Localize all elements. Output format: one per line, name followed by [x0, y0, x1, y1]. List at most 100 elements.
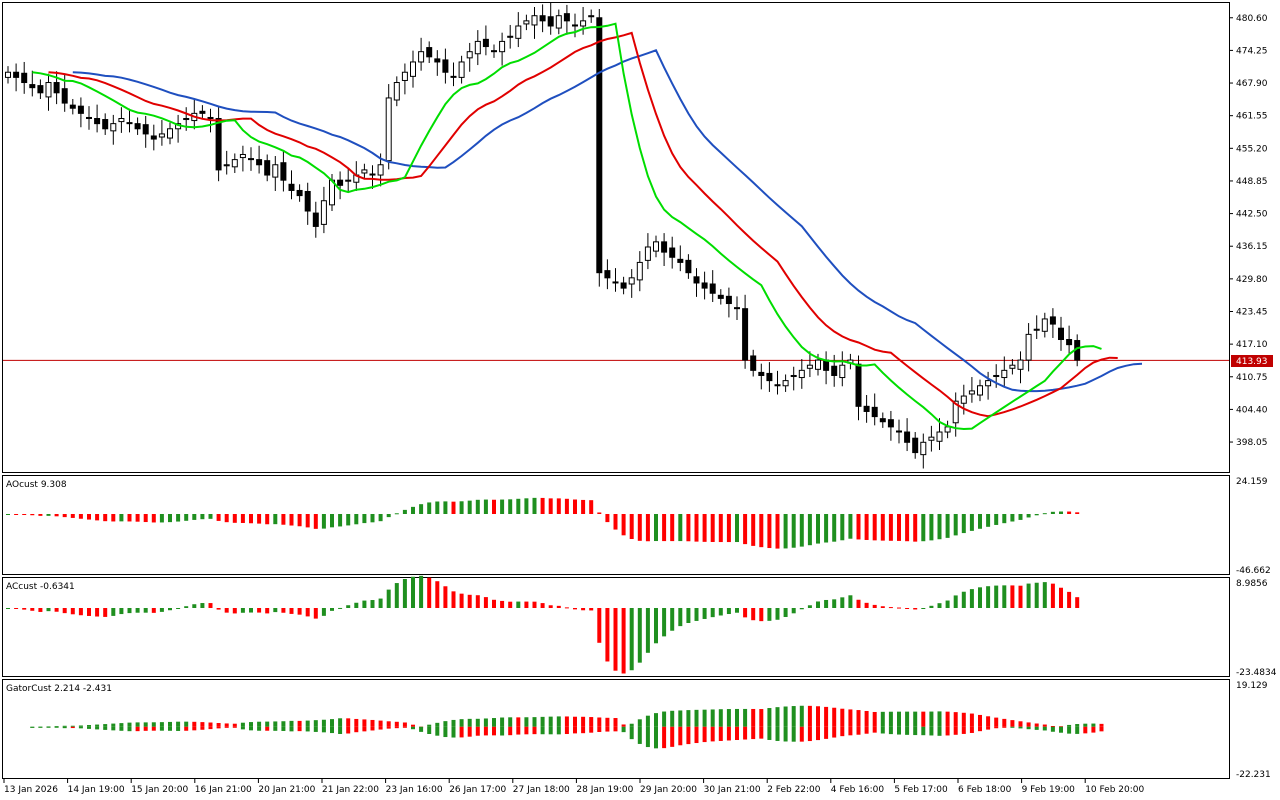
gator-upper-bar [1075, 724, 1080, 727]
price-axis: 480.60 474.25 467.90 461.55 455.20 448.85 442.… [1229, 14, 1268, 448]
candle [320, 200, 327, 225]
gator-lower-bar [621, 726, 626, 733]
ao-bar [22, 514, 27, 515]
candle [742, 308, 749, 361]
ac-bar [354, 602, 359, 608]
gator-lower-bar [589, 726, 594, 733]
ao-bar [759, 514, 764, 548]
gator-upper-bar [1091, 723, 1096, 727]
gator-upper-bar [589, 717, 594, 727]
gator-lower-bar [1050, 726, 1055, 732]
candle [1009, 364, 1016, 369]
gator-upper-bar [767, 708, 772, 727]
candle [993, 374, 1000, 378]
ac-bar [321, 608, 326, 616]
ao-bar [654, 514, 658, 542]
ao-bar [378, 514, 383, 522]
ao-bar [953, 514, 958, 536]
gator-upper-bar [200, 722, 205, 727]
candle [410, 61, 416, 77]
ac-bar [767, 608, 772, 621]
ac-bar [1067, 591, 1072, 608]
gator-lower-bar [662, 726, 667, 749]
ac-bar [427, 577, 432, 608]
gator-lower-bar [338, 726, 343, 734]
gator-upper-bar [192, 721, 197, 727]
ao-bar [856, 514, 861, 540]
candle [337, 179, 344, 186]
candle [385, 97, 392, 162]
gator-lower-bar [200, 726, 205, 730]
gator-upper-bar [508, 717, 513, 727]
candle [345, 179, 352, 182]
candle [547, 16, 554, 27]
gator-upper-bar [1010, 720, 1015, 727]
gator-upper-bar [654, 713, 658, 727]
gator-upper-bar [945, 711, 950, 727]
ac-bar [192, 604, 197, 608]
ao-bar [289, 514, 294, 526]
ac-bar [30, 608, 35, 611]
gator-panel[interactable] [30, 705, 1104, 749]
ao-bar [159, 514, 164, 523]
ac-bar [297, 608, 302, 615]
candle [734, 307, 740, 310]
gator-upper-bar [1002, 718, 1007, 727]
ao-panel[interactable] [6, 497, 1080, 549]
ao-bar [1042, 513, 1047, 515]
ao-bar [200, 514, 205, 520]
gator-upper-bar [524, 717, 529, 727]
ao-bar [483, 499, 488, 514]
gator-lower-bar [726, 726, 731, 741]
ac-bar [597, 608, 602, 643]
gator-lower-bar [556, 726, 561, 735]
ao-bar [840, 514, 845, 541]
candle [280, 162, 287, 181]
ac-bar [338, 607, 343, 609]
ao-bar [807, 514, 812, 546]
candle [110, 123, 117, 132]
gator-upper-bar [1018, 721, 1023, 727]
gator-upper-bar [840, 708, 845, 727]
ac-bar [394, 583, 399, 608]
gator-lower-bar [775, 726, 780, 741]
ao-bar [508, 499, 513, 514]
ao-bar [751, 514, 756, 546]
gator-upper-bar [338, 718, 343, 727]
ao-bar [702, 514, 707, 542]
gator-upper-bar [435, 722, 440, 727]
ao-title: AOcust 9.308 [6, 480, 67, 490]
ao-bar [556, 498, 561, 514]
ac-panel[interactable] [6, 575, 1080, 674]
candle [69, 104, 76, 109]
ac-bar [629, 608, 634, 671]
price-panel[interactable] [3, 2, 1229, 469]
ao-bar [451, 501, 456, 514]
ac-bar [888, 607, 893, 609]
gator-lower-bar [500, 726, 505, 736]
candle [977, 385, 983, 396]
gator-lower-bar [313, 726, 318, 732]
ac-bar [678, 608, 683, 627]
ac-bar [386, 589, 391, 608]
candle [312, 212, 319, 227]
ao-bar [30, 514, 35, 516]
gator-min-label: -22.231 [1236, 770, 1271, 780]
ac-bar [70, 608, 75, 615]
candle [167, 128, 173, 139]
gator-lower-bar [135, 726, 140, 732]
candle [968, 390, 975, 395]
gator-upper-bar [95, 724, 100, 727]
ac-min-label: -23.4834 [1236, 668, 1277, 678]
ac-bar [783, 608, 788, 617]
candle [920, 441, 927, 456]
candle [158, 133, 165, 138]
candle [264, 160, 271, 176]
gator-upper-bar [710, 709, 715, 727]
gator-upper-bar [969, 713, 974, 727]
candle [507, 35, 514, 38]
gator-lower-bar [767, 726, 772, 740]
ac-bar [265, 608, 270, 614]
ao-bar [799, 514, 804, 547]
ao-bar [743, 514, 748, 545]
